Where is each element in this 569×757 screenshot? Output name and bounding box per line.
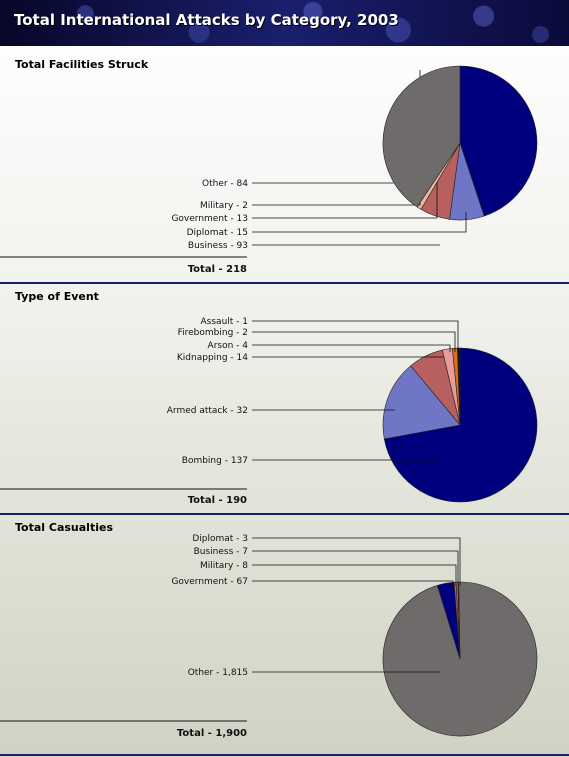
leader-line-arson [252, 344, 451, 352]
slice-label-military: Military - 2 [200, 201, 248, 211]
slice-label-assault: Assault - 1 [201, 317, 248, 327]
section-divider [0, 282, 569, 284]
slice-label-other: Other - 1,815 [188, 668, 248, 678]
slice-label-armed-attack: Armed attack - 32 [167, 406, 248, 416]
pie-slice-armed-attack [382, 365, 461, 440]
leader-line-military [252, 564, 457, 586]
leader-line-firebombing [252, 331, 456, 352]
leader-line-diplomat [252, 212, 467, 233]
total-label: Total - 1,900 [177, 728, 247, 739]
page-title: Total International Attacks by Category,… [14, 11, 399, 29]
slice-label-other: Other - 84 [202, 179, 248, 189]
total-label: Total - 218 [188, 264, 247, 275]
slice-label-business: Business - 93 [188, 241, 248, 251]
pie-slice-business [459, 65, 538, 217]
slice-label-diplomat: Diplomat - 3 [192, 534, 248, 544]
leader-line-assault [252, 320, 459, 352]
slice-label-government: Government - 67 [171, 577, 248, 587]
section-divider [0, 754, 569, 756]
leader-line-diplomat [252, 537, 461, 586]
total-label: Total - 190 [188, 495, 247, 506]
chart-title-event-type: Type of Event [15, 290, 99, 303]
chart-title-facilities: Total Facilities Struck [15, 58, 149, 71]
pie-slice-bombing [383, 347, 538, 503]
leader-line-kidnapping [252, 352, 446, 358]
slice-label-arson: Arson - 4 [208, 341, 249, 351]
pie-slice-assault [457, 347, 461, 426]
slice-label-firebombing: Firebombing - 2 [178, 328, 248, 338]
slice-label-military: Military - 8 [200, 561, 248, 571]
slice-label-diplomat: Diplomat - 15 [187, 228, 248, 238]
slice-label-bombing: Bombing - 137 [182, 456, 248, 466]
pie-slice-other [382, 65, 461, 208]
leader-line-business [252, 550, 459, 586]
header-banner: Total International Attacks by Category,… [0, 0, 569, 46]
slice-label-kidnapping: Kidnapping - 14 [177, 353, 248, 363]
chart-title-casualties: Total Casualties [15, 521, 113, 534]
pie-slice-diplomat [457, 581, 461, 660]
slice-label-government: Government - 13 [171, 214, 248, 224]
slice-label-business: Business - 7 [194, 547, 248, 557]
section-divider [0, 513, 569, 515]
leader-line-government [252, 580, 454, 586]
